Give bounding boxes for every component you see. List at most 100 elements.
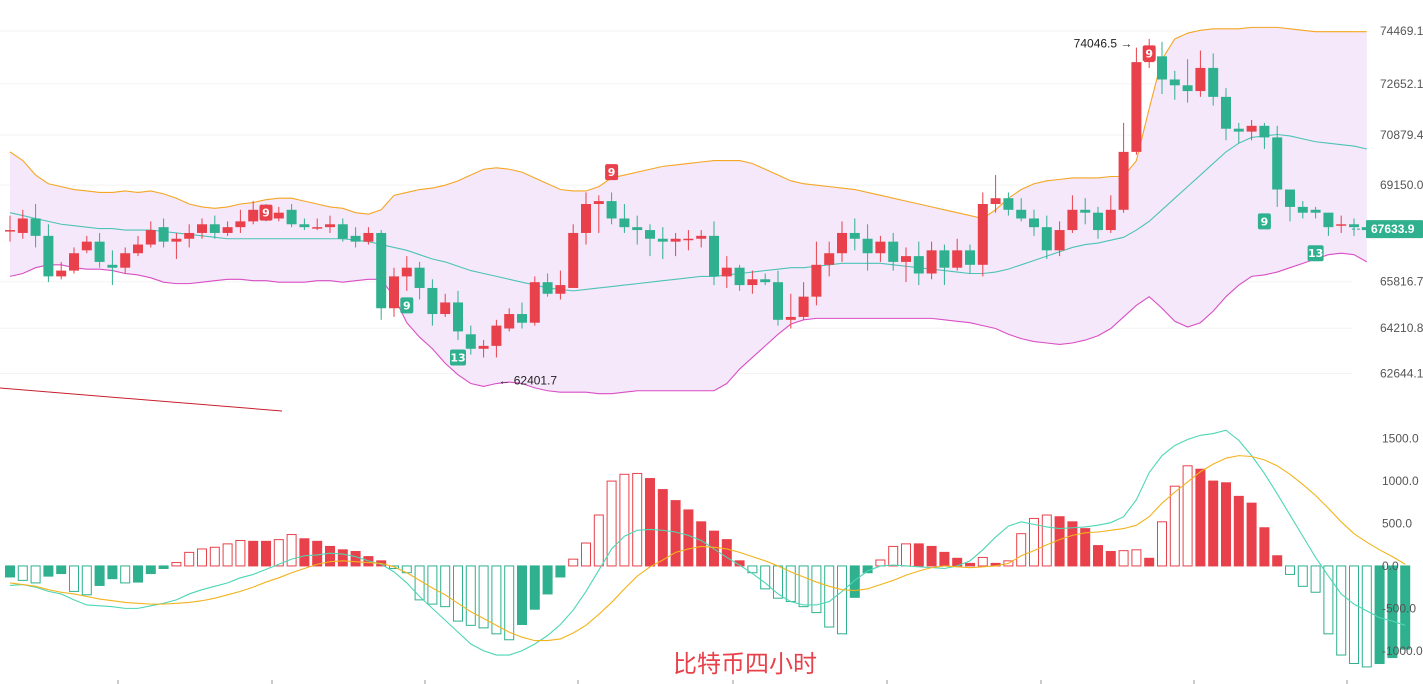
candle-body [1208, 67, 1219, 97]
candle [1297, 201, 1308, 219]
macd-histogram-bar [747, 565, 758, 574]
sequence-marker-label: 13 [1308, 247, 1323, 260]
candle [1054, 221, 1065, 257]
candle-body [1272, 137, 1283, 190]
price-tick-label: 74469.1 [1380, 24, 1423, 38]
candle-body [376, 232, 387, 309]
candle [222, 221, 233, 236]
macd-histogram-bar [1182, 465, 1193, 567]
candle [299, 218, 310, 231]
candle [5, 215, 15, 242]
macd-histogram-bar [1361, 565, 1372, 668]
candle-body [1349, 224, 1359, 228]
candle [670, 232, 681, 257]
candle-body [760, 279, 771, 283]
macd-histogram-bar [17, 565, 28, 581]
candle-body [1310, 209, 1321, 213]
candle [1285, 189, 1295, 222]
macd-histogram-bar [849, 565, 860, 598]
candle [1157, 41, 1167, 94]
macd-tick-label: -1000.0 [1382, 644, 1423, 658]
candle-body [965, 250, 975, 265]
candle-body [721, 267, 732, 277]
macd-histogram-bar [542, 565, 553, 595]
candle-body [849, 232, 860, 239]
macd-histogram-bar [837, 565, 847, 635]
candle [1233, 122, 1244, 144]
macd-tick-label: -500.0 [1382, 601, 1416, 615]
candle [773, 270, 783, 326]
candle [1131, 47, 1142, 155]
candle-body [107, 264, 118, 268]
macd-histogram-bar [427, 565, 438, 605]
price-tick-label: 72652.1 [1380, 77, 1423, 91]
candle-body [1118, 151, 1129, 210]
candle-body [977, 204, 988, 265]
macd-histogram-bar [261, 540, 271, 567]
candle-body [619, 218, 630, 228]
candle-body [1233, 128, 1244, 132]
macd-histogram-bar [683, 509, 694, 567]
macd-histogram-bar [824, 565, 835, 628]
candle [453, 290, 463, 341]
sequence-marker-label: 9 [1261, 215, 1269, 228]
sequence-marker [259, 204, 273, 221]
macd-histogram-bar [1144, 557, 1155, 567]
candle-body [69, 253, 79, 271]
macd-histogram-bar [5, 565, 15, 578]
candle-body [593, 201, 604, 204]
candle-body [747, 279, 758, 286]
macd-histogram-bar [568, 558, 579, 567]
candle [1067, 195, 1078, 233]
macd-histogram-bar [1093, 545, 1103, 567]
candle-body [837, 232, 847, 254]
candle [1093, 206, 1103, 239]
candle-body [785, 316, 796, 320]
candle [888, 232, 899, 271]
candle-body [465, 334, 476, 349]
macd-histogram-bar [645, 478, 655, 567]
candle-body [440, 302, 451, 315]
candle [235, 209, 246, 233]
macd-histogram-bar [440, 565, 451, 608]
candle [1182, 59, 1193, 103]
candle-body [606, 201, 617, 219]
candle-body [504, 314, 515, 329]
candle-body [913, 256, 924, 274]
candle-body [811, 264, 822, 297]
macd-histogram-bar [235, 539, 246, 567]
high-price-callout: 74046.5 → [1074, 36, 1133, 50]
candle-body [389, 276, 399, 309]
macd-histogram-bar [657, 489, 668, 567]
candle [901, 247, 911, 283]
macd-histogram-bar [901, 543, 911, 567]
candle-body [363, 232, 374, 242]
candle [747, 270, 758, 294]
candle [529, 276, 540, 326]
candle [1080, 198, 1091, 225]
candle-body [401, 267, 412, 277]
macd-histogram-bar [94, 565, 105, 586]
candle-body [1157, 56, 1167, 80]
candle [1029, 209, 1039, 236]
macd-histogram-bar [299, 538, 310, 567]
macd-histogram-bar [1195, 468, 1206, 567]
price-callouts: 74046.5 → ← 62401.7 [498, 36, 1132, 387]
candle [568, 224, 579, 288]
macd-histogram-bar [171, 562, 182, 567]
macd-tick-label: 1500.0 [1382, 432, 1419, 446]
candle [798, 282, 809, 320]
candle [619, 204, 630, 233]
candle-body [1182, 85, 1193, 92]
macd-histogram-bar [875, 559, 886, 567]
candle [427, 279, 438, 326]
candle [248, 201, 259, 225]
macd-histogram-bar [1080, 528, 1091, 567]
candle-body [1297, 206, 1308, 213]
candle [401, 256, 412, 291]
band-fill [10, 27, 1367, 394]
macd-histogram-bar [1041, 514, 1052, 567]
candle [440, 293, 451, 317]
macd-histogram-bar [1067, 521, 1078, 567]
